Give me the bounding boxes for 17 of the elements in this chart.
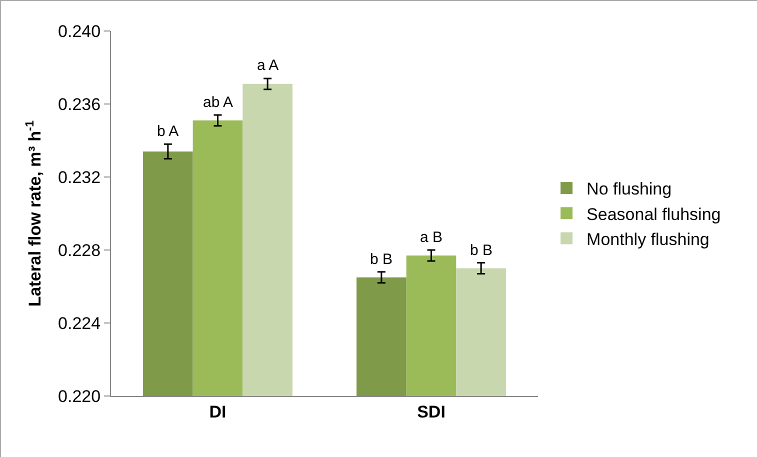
legend-label: No flushing <box>586 180 672 199</box>
y-tick-label: 0.236 <box>58 94 101 114</box>
data-label: ab A <box>203 94 234 111</box>
x-tick-label: SDI <box>417 402 446 422</box>
data-label: a A <box>257 57 279 74</box>
data-label: b B <box>470 242 493 259</box>
legend-label: Seasonal fluhsing <box>586 204 721 224</box>
data-label: b B <box>370 251 393 268</box>
data-label: b A <box>157 123 179 140</box>
x-tick-label: DI <box>209 402 226 422</box>
legend-label: Monthly flushing <box>586 230 710 249</box>
data-label: a B <box>420 229 443 246</box>
y-tick-label: 0.228 <box>58 240 101 260</box>
y-tick-label: 0.220 <box>58 386 101 406</box>
y-tick-label: 0.232 <box>58 168 101 187</box>
y-tick-label: 0.240 <box>58 22 101 41</box>
y-tick-label: 0.224 <box>58 314 101 333</box>
